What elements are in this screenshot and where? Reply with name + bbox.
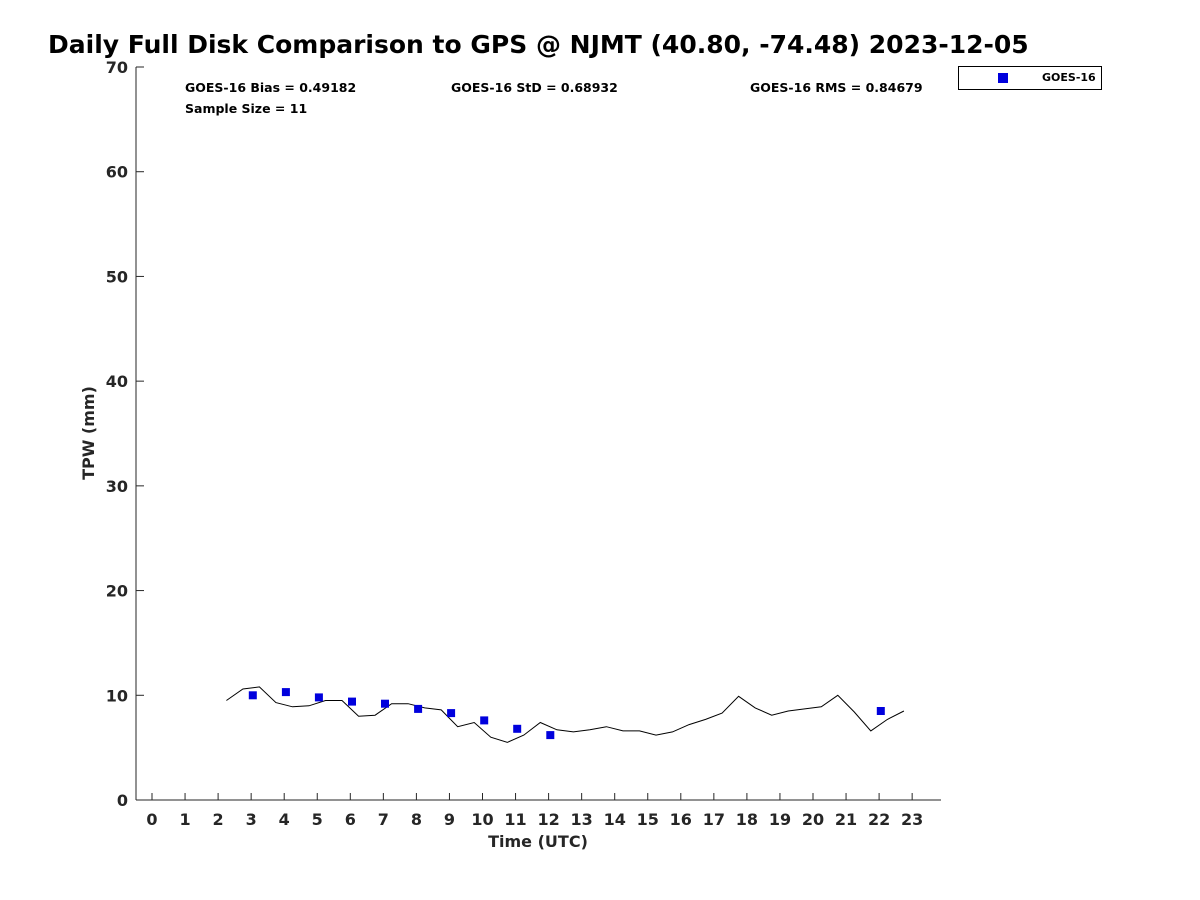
goes16-data-point <box>314 693 323 702</box>
x-tick-label: 12 <box>537 810 559 829</box>
x-tick-label: 22 <box>868 810 890 829</box>
goes16-data-point <box>546 731 555 740</box>
y-tick-label: 50 <box>106 267 128 286</box>
legend-box <box>958 66 1102 90</box>
x-tick-label: 0 <box>146 810 157 829</box>
goes16-data-point <box>876 707 885 715</box>
gps-line-series <box>226 686 905 743</box>
goes16-data-point <box>348 697 356 706</box>
gps-tpw-line <box>226 686 905 743</box>
stat-bias: GOES-16 Bias = 0.49182 <box>185 80 356 95</box>
legend-label: GOES-16 <box>1042 71 1096 84</box>
x-tick-label: 19 <box>769 810 791 829</box>
x-tick-label: 17 <box>703 810 725 829</box>
goes16-data-point <box>248 691 257 700</box>
stat-rms: GOES-16 RMS = 0.84679 <box>750 80 923 95</box>
stat-sample-size: Sample Size = 11 <box>185 101 307 116</box>
x-tick-label: 15 <box>637 810 659 829</box>
y-tick-label: 70 <box>106 58 128 77</box>
y-tick-label: 30 <box>106 477 128 496</box>
goes16-data-point <box>513 724 522 733</box>
x-tick-label: 16 <box>670 810 692 829</box>
legend: GOES-16 <box>958 66 1102 90</box>
x-tick-label: 1 <box>179 810 190 829</box>
y-tick-label: 60 <box>106 163 128 182</box>
x-tick-label: 3 <box>246 810 257 829</box>
y-ticks: 0 10 20 30 40 50 60 70 <box>106 58 144 810</box>
x-tick-label: 11 <box>504 810 526 829</box>
x-tick-label: 14 <box>604 810 626 829</box>
x-tick-label: 10 <box>471 810 493 829</box>
goes16-data-point <box>480 716 489 725</box>
x-tick-label: 18 <box>736 810 758 829</box>
x-tick-label: 6 <box>345 810 356 829</box>
axes <box>135 67 941 801</box>
stat-std: GOES-16 StD = 0.68932 <box>451 80 618 95</box>
x-tick-label: 5 <box>312 810 323 829</box>
goes16-point-series <box>248 688 885 740</box>
goes16-data-point <box>381 699 389 708</box>
x-axis-label: Time (UTC) <box>488 832 588 851</box>
legend-marker <box>998 73 1008 83</box>
x-tick-label: 9 <box>444 810 455 829</box>
goes16-data-point <box>414 704 423 713</box>
x-ticks: 0 1 2 3 4 5 6 7 8 9 10 11 12 13 14 15 16 17 18 19 20 21 22 23 <box>146 793 923 829</box>
x-tick-label: 13 <box>571 810 593 829</box>
chart-title: Daily Full Disk Comparison to GPS @ NJMT… <box>48 30 1029 59</box>
y-tick-label: 0 <box>117 791 128 810</box>
x-tick-label: 8 <box>411 810 422 829</box>
x-tick-label: 21 <box>835 810 857 829</box>
x-tick-label: 2 <box>213 810 224 829</box>
y-tick-label: 10 <box>106 686 128 705</box>
y-tick-label: 20 <box>106 582 128 601</box>
y-axis-label: TPW (mm) <box>79 386 98 480</box>
goes16-data-point <box>447 709 456 718</box>
x-tick-label: 4 <box>279 810 290 829</box>
x-tick-label: 20 <box>802 810 824 829</box>
goes16-data-point <box>281 688 290 697</box>
x-tick-label: 7 <box>378 810 389 829</box>
x-tick-label: 23 <box>901 810 923 829</box>
y-tick-label: 40 <box>106 372 128 391</box>
